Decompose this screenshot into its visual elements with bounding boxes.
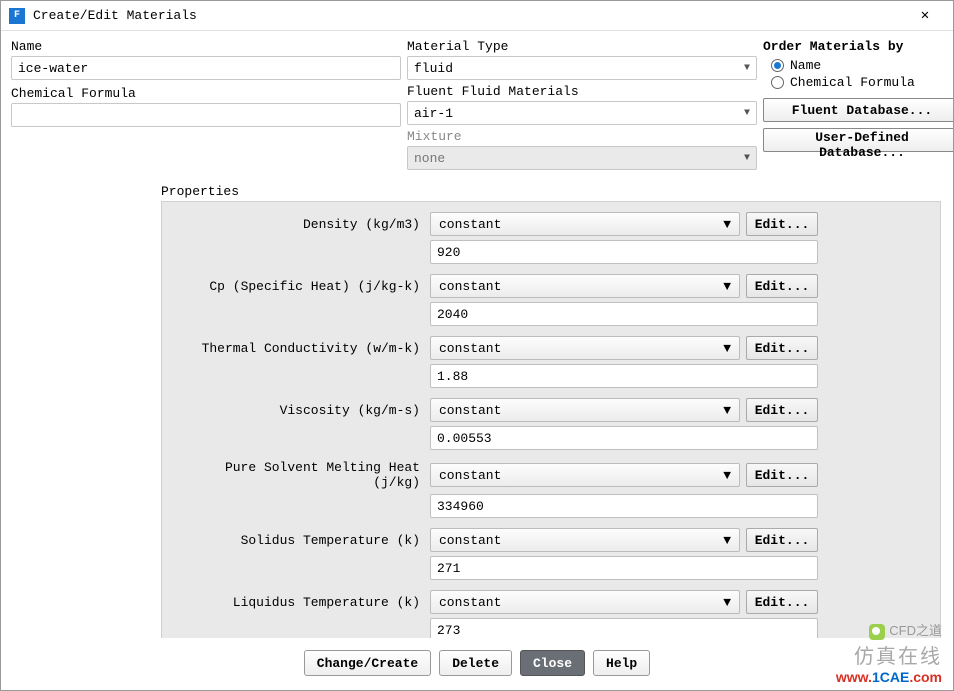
order-radio-name[interactable]: Name bbox=[771, 58, 953, 73]
chevron-down-icon: ▼ bbox=[744, 108, 750, 119]
fluent-materials-value: air-1 bbox=[414, 106, 453, 121]
chevron-down-icon: ▼ bbox=[723, 595, 731, 610]
property-method-dropdown[interactable]: constant ▼ bbox=[430, 528, 740, 552]
formula-label: Chemical Formula bbox=[11, 86, 401, 101]
property-method-value: constant bbox=[439, 341, 501, 356]
property-method-value: constant bbox=[439, 217, 501, 232]
property-value-input[interactable] bbox=[430, 556, 818, 580]
property-method-value: constant bbox=[439, 403, 501, 418]
window-title: Create/Edit Materials bbox=[33, 8, 905, 23]
property-method-dropdown[interactable]: constant ▼ bbox=[430, 398, 740, 422]
property-edit-button[interactable]: Edit... bbox=[746, 274, 818, 298]
fluent-materials-dropdown[interactable]: air-1 ▼ bbox=[407, 101, 757, 125]
fluent-database-button[interactable]: Fluent Database... bbox=[763, 98, 953, 122]
property-label: Liquidus Temperature (k) bbox=[174, 595, 424, 610]
property-method-dropdown[interactable]: constant ▼ bbox=[430, 590, 740, 614]
property-edit-button[interactable]: Edit... bbox=[746, 590, 818, 614]
property-method-value: constant bbox=[439, 595, 501, 610]
user-database-button[interactable]: User-Defined Database... bbox=[763, 128, 953, 152]
chevron-down-icon: ▼ bbox=[723, 533, 731, 548]
property-label: Cp (Specific Heat) (j/kg-k) bbox=[174, 279, 424, 294]
chevron-down-icon: ▼ bbox=[723, 279, 731, 294]
property-value-row bbox=[174, 618, 928, 638]
name-input[interactable] bbox=[11, 56, 401, 80]
order-opt-name: Name bbox=[790, 58, 821, 73]
name-label: Name bbox=[11, 39, 401, 54]
change-create-button[interactable]: Change/Create bbox=[304, 650, 431, 676]
property-method-value: constant bbox=[439, 533, 501, 548]
order-materials-group: Order Materials by Name Chemical Formula bbox=[763, 39, 953, 90]
property-method-value: constant bbox=[439, 279, 501, 294]
property-value-row bbox=[174, 494, 928, 518]
material-type-label: Material Type bbox=[407, 39, 757, 54]
property-row: Density (kg/m3) constant ▼ Edit... bbox=[174, 212, 928, 236]
property-value-input[interactable] bbox=[430, 302, 818, 326]
mixture-dropdown: none ▼ bbox=[407, 146, 757, 170]
material-type-value: fluid bbox=[414, 61, 453, 76]
property-label: Pure Solvent Melting Heat (j/kg) bbox=[174, 460, 424, 490]
properties-label: Properties bbox=[161, 184, 943, 199]
chevron-down-icon: ▼ bbox=[723, 403, 731, 418]
mixture-label: Mixture bbox=[407, 129, 757, 144]
property-edit-button[interactable]: Edit... bbox=[746, 336, 818, 360]
properties-panel: Density (kg/m3)constant▼Edit...Cp (Speci… bbox=[161, 201, 941, 638]
property-value-input[interactable] bbox=[430, 494, 818, 518]
property-row: Viscosity (kg/m-s) constant ▼ Edit... bbox=[174, 398, 928, 422]
close-icon[interactable]: ✕ bbox=[905, 7, 945, 24]
delete-button[interactable]: Delete bbox=[439, 650, 512, 676]
order-title: Order Materials by bbox=[763, 39, 953, 54]
chevron-down-icon: ▼ bbox=[723, 341, 731, 356]
property-row: Pure Solvent Melting Heat (j/kg)constant… bbox=[174, 460, 928, 490]
property-value-row bbox=[174, 556, 928, 580]
property-row: Solidus Temperature (k) constant ▼ Edit... bbox=[174, 528, 928, 552]
property-edit-button[interactable]: Edit... bbox=[746, 463, 818, 487]
radio-icon bbox=[771, 59, 784, 72]
property-value-input[interactable] bbox=[430, 426, 818, 450]
chevron-down-icon: ▼ bbox=[723, 217, 731, 232]
property-row: Liquidus Temperature (k) constant ▼ Edit... bbox=[174, 590, 928, 614]
content-area: Name Chemical Formula Material Type flui… bbox=[1, 31, 953, 638]
close-button[interactable]: Close bbox=[520, 650, 585, 676]
titlebar: F Create/Edit Materials ✕ bbox=[1, 1, 953, 31]
app-icon: F bbox=[9, 8, 25, 24]
property-value-input[interactable] bbox=[430, 364, 818, 388]
formula-input[interactable] bbox=[11, 103, 401, 127]
chevron-down-icon: ▼ bbox=[723, 468, 731, 483]
radio-icon bbox=[771, 76, 784, 89]
property-edit-button[interactable]: Edit... bbox=[746, 528, 818, 552]
button-bar: Change/Create Delete Close Help bbox=[1, 638, 953, 690]
property-method-dropdown[interactable]: constant ▼ bbox=[430, 336, 740, 360]
property-method-dropdown[interactable]: constant ▼ bbox=[430, 274, 740, 298]
property-row: Cp (Specific Heat) (j/kg-k) constant ▼ Edit… bbox=[174, 274, 928, 298]
property-row: Thermal Conductivity (w/m-k) constant ▼ Edi… bbox=[174, 336, 928, 360]
property-method-dropdown[interactable]: constant ▼ bbox=[430, 212, 740, 236]
fluent-materials-label: Fluent Fluid Materials bbox=[407, 84, 757, 99]
property-label: Density (kg/m3) bbox=[174, 217, 424, 232]
dialog-window: F Create/Edit Materials ✕ Name Chemical … bbox=[0, 0, 954, 691]
chevron-down-icon: ▼ bbox=[744, 63, 750, 74]
property-label: Viscosity (kg/m-s) bbox=[174, 403, 424, 418]
property-value-row bbox=[174, 240, 928, 264]
material-type-dropdown[interactable]: fluid ▼ bbox=[407, 56, 757, 80]
chevron-down-icon: ▼ bbox=[744, 153, 750, 164]
property-label: Solidus Temperature (k) bbox=[174, 533, 424, 548]
property-value-input[interactable] bbox=[430, 240, 818, 264]
property-label: Thermal Conductivity (w/m-k) bbox=[174, 341, 424, 356]
property-value-row bbox=[174, 364, 928, 388]
property-edit-button[interactable]: Edit... bbox=[746, 212, 818, 236]
property-method-dropdown[interactable]: constant ▼ bbox=[430, 463, 740, 487]
property-method-value: constant bbox=[439, 468, 501, 483]
order-radio-formula[interactable]: Chemical Formula bbox=[771, 75, 953, 90]
property-value-input[interactable] bbox=[430, 618, 818, 638]
help-button[interactable]: Help bbox=[593, 650, 650, 676]
property-value-row bbox=[174, 426, 928, 450]
order-opt-formula: Chemical Formula bbox=[790, 75, 915, 90]
property-value-row bbox=[174, 302, 928, 326]
mixture-value: none bbox=[414, 151, 445, 166]
property-edit-button[interactable]: Edit... bbox=[746, 398, 818, 422]
